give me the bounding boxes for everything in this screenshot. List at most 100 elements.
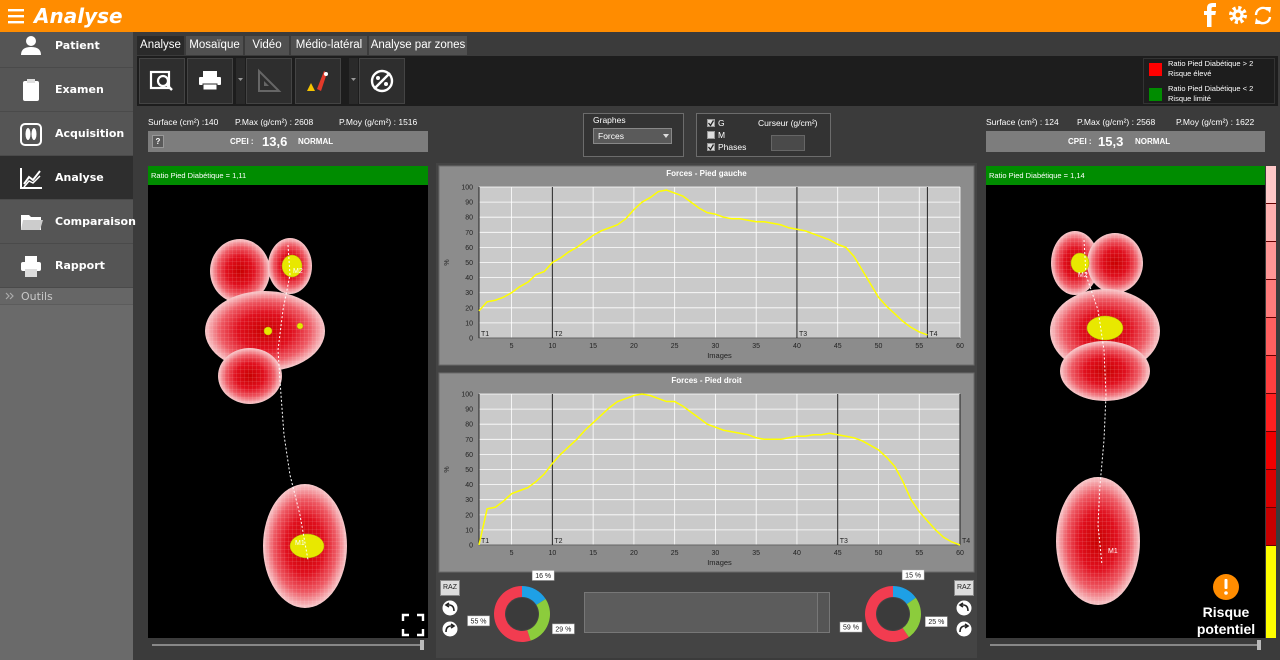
phase-label: T1	[481, 331, 489, 338]
x-tick-label: 10	[548, 550, 556, 557]
tab[interactable]: Mosaïque	[186, 36, 243, 55]
facebook-icon[interactable]	[1204, 3, 1216, 27]
x-tick-label: 35	[752, 343, 760, 350]
icon	[23, 81, 39, 101]
donut-segment	[893, 586, 916, 605]
chart-title: Forces - Pied gauche	[666, 169, 747, 178]
tab[interactable]: Analyse	[137, 36, 184, 55]
notes-scroll[interactable]	[817, 593, 829, 632]
reset-button[interactable]: RAZ	[954, 580, 974, 596]
toolbar-button[interactable]	[359, 58, 405, 104]
cpei-label: CPEI :	[230, 137, 254, 146]
sidebar-item[interactable]	[0, 32, 133, 68]
menu-icon	[8, 9, 24, 24]
menu-bar[interactable]	[8, 21, 24, 24]
rotate-circle[interactable]	[442, 621, 458, 637]
pressure-path	[277, 244, 309, 561]
color-scale	[1266, 280, 1276, 318]
icon	[20, 123, 42, 146]
y-tick-label: 10	[465, 320, 473, 327]
pressure-grid	[218, 348, 282, 404]
x-tick-label: 40	[793, 550, 801, 557]
rotate-circle[interactable]	[442, 600, 458, 616]
x-tick-label: 60	[956, 550, 964, 557]
legend-sub: Risque élevé	[1168, 69, 1212, 78]
scroll-knob[interactable]	[420, 640, 424, 650]
header-icons	[1204, 3, 1272, 27]
y-tick-label: 100	[461, 392, 473, 399]
toolbar-button[interactable]	[295, 58, 341, 104]
checkmark	[707, 144, 715, 151]
sidebar-item-label: Analyse	[55, 171, 104, 184]
icon	[23, 175, 41, 188]
cpei-bar	[148, 131, 428, 152]
color-scale	[1266, 394, 1276, 432]
value-label: 55 %	[471, 618, 487, 625]
icon	[21, 262, 41, 271]
help-button[interactable]: ?	[152, 135, 164, 148]
menu-bar[interactable]	[8, 15, 24, 18]
header	[0, 0, 1280, 32]
x-tick-label: 5	[510, 343, 514, 350]
tab[interactable]: Analyse par zones	[369, 36, 467, 55]
x-tick-label: 5	[510, 550, 514, 557]
icon	[21, 220, 43, 230]
stat: P.Max (g/cm²) : 2608	[235, 117, 314, 127]
rotate-arrow	[958, 602, 969, 612]
toolbar-icon	[307, 71, 328, 91]
icon	[199, 77, 221, 85]
reset-button[interactable]: RAZ	[440, 580, 460, 596]
y-tick-label: 30	[465, 290, 473, 297]
sidebar-item[interactable]	[0, 112, 133, 156]
value-label-box	[531, 570, 555, 581]
fullscreen[interactable]	[401, 613, 425, 637]
donut-chart: 55 % 16 % 29 %	[467, 570, 575, 642]
tab[interactable]: Vidéo	[245, 36, 289, 55]
rotate-circle[interactable]	[956, 621, 972, 637]
checkbox-label: Phases	[718, 142, 747, 152]
hot-spot	[296, 322, 304, 330]
icon	[20, 168, 42, 189]
arrow	[663, 134, 669, 138]
pressure-path	[1083, 239, 1107, 566]
rotate-circle[interactable]	[956, 600, 972, 616]
rotate-arrow	[959, 623, 970, 633]
menu-bar[interactable]	[8, 9, 24, 12]
graph-select[interactable]: Forces	[593, 128, 672, 144]
value-label: 16 %	[535, 573, 551, 580]
color-scale	[1266, 356, 1276, 394]
icon	[384, 82, 388, 86]
marker-label: M2	[1078, 272, 1088, 279]
phase-label: T2	[554, 538, 562, 545]
scroll-knob[interactable]	[1257, 640, 1261, 650]
y-tick-label: 50	[465, 260, 473, 267]
x-tick-label: 30	[712, 550, 720, 557]
value-label-box	[901, 569, 925, 581]
checkbox[interactable]	[707, 143, 715, 151]
icon	[264, 81, 269, 86]
pressure-grid	[1087, 233, 1143, 293]
donut-hole	[506, 598, 538, 630]
notes-box	[584, 592, 830, 633]
y-tick-label: 20	[465, 305, 473, 312]
icon	[26, 36, 36, 46]
toolbar-icon	[199, 71, 221, 91]
y-axis-label: %	[444, 466, 451, 472]
settings-icon[interactable]	[1229, 6, 1247, 24]
tab[interactable]: Médio-latéral	[291, 36, 367, 55]
stat: P.Moy (g/cm²) : 1622	[1176, 117, 1255, 127]
sidebar-section-label: Outils	[21, 290, 53, 303]
stat: Surface (cm²) : 124	[986, 117, 1059, 127]
checkmark	[707, 120, 715, 127]
value-label-box	[552, 623, 575, 635]
marker-label: M2	[293, 268, 303, 275]
sidebar-item[interactable]	[0, 156, 133, 200]
sidebar-item-label: Comparaison	[55, 215, 136, 228]
cursor-input[interactable]	[771, 135, 805, 151]
phase-label: T3	[840, 538, 848, 545]
checkbox[interactable]	[707, 119, 715, 127]
x-tick-label: 55	[915, 550, 923, 557]
sidebar-item[interactable]	[0, 68, 133, 112]
y-tick-label: 50	[465, 467, 473, 474]
checkbox[interactable]	[707, 131, 715, 139]
